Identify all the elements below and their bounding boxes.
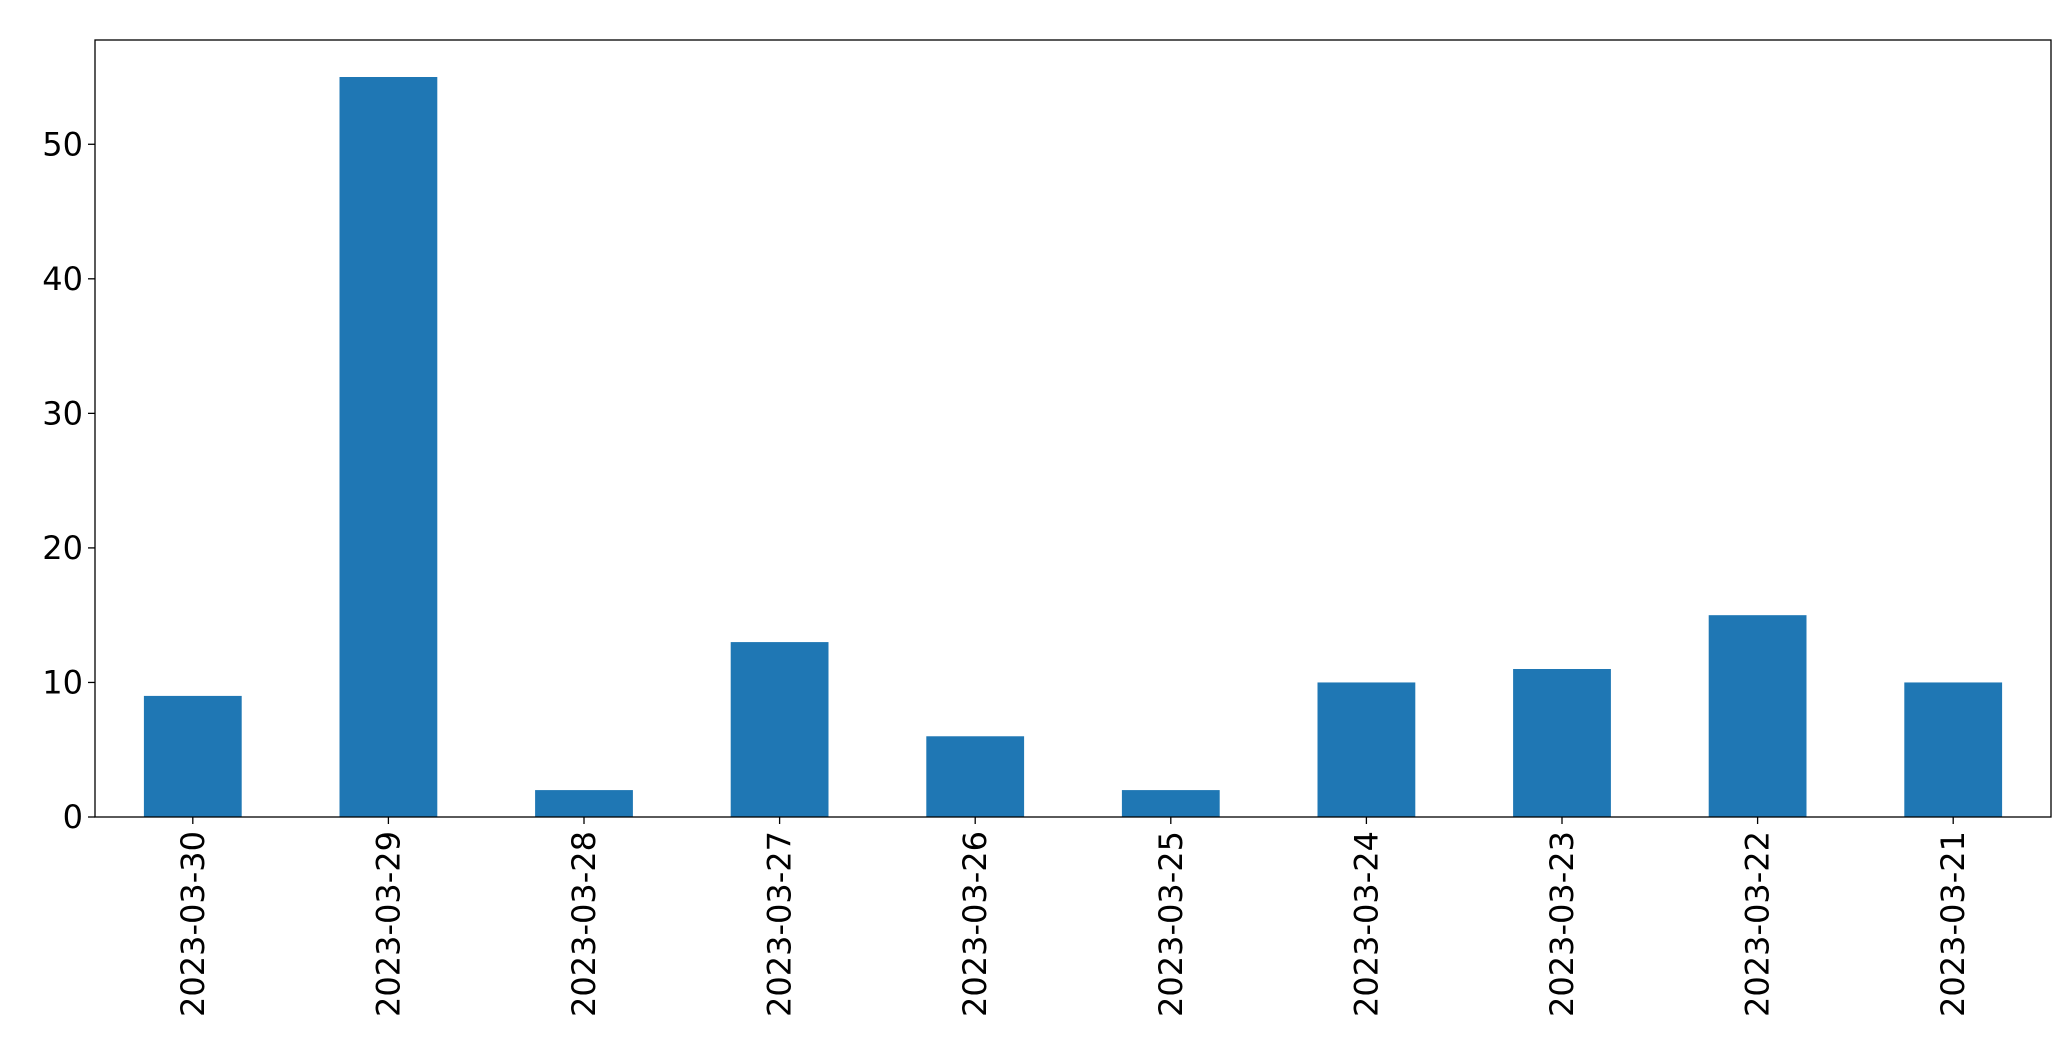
- bar: [1708, 615, 1807, 817]
- bar: [926, 736, 1025, 817]
- x-tick-label: 2023-03-23: [1543, 831, 1581, 1017]
- bar: [535, 790, 633, 817]
- x-tick-label: 2023-03-28: [565, 831, 603, 1017]
- x-tick-label: 2023-03-30: [174, 831, 212, 1017]
- x-tick-label: 2023-03-25: [1152, 831, 1190, 1017]
- y-tick-label: 20: [42, 529, 83, 567]
- x-tick-label: 2023-03-24: [1347, 831, 1385, 1017]
- y-tick-label: 40: [42, 260, 83, 298]
- bar: [1121, 790, 1220, 817]
- y-tick-label: 50: [42, 125, 83, 163]
- x-tick-label: 2023-03-27: [761, 831, 799, 1017]
- x-tick-label: 2023-03-29: [369, 831, 407, 1017]
- bar: [1317, 682, 1416, 817]
- bar: [339, 77, 438, 817]
- x-tick-label: 2023-03-21: [1934, 831, 1972, 1017]
- plot-frame: [94, 39, 2052, 818]
- y-tick-label: 30: [42, 394, 83, 432]
- bar: [730, 642, 829, 817]
- y-tick-label: 0: [63, 798, 83, 836]
- x-tick-label: 2023-03-22: [1739, 831, 1777, 1017]
- bar: [143, 695, 242, 817]
- bar: [1513, 669, 1611, 817]
- x-tick-label: 2023-03-26: [956, 831, 994, 1017]
- y-tick-label: 10: [42, 663, 83, 701]
- bar: [1904, 682, 2003, 817]
